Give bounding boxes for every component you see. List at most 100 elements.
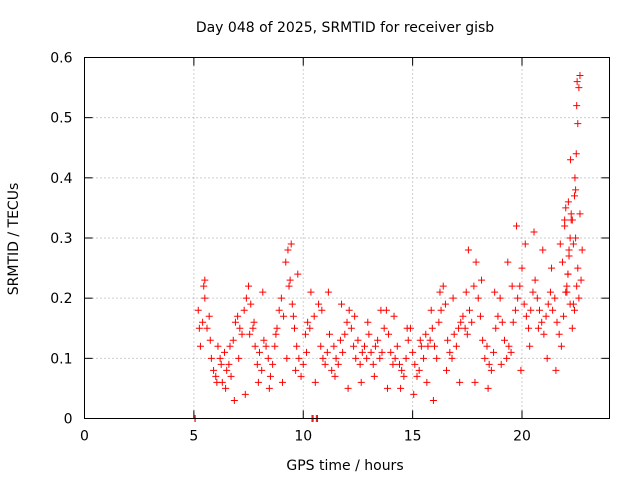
data-point (503, 354, 511, 362)
data-point (439, 282, 447, 290)
data-point (498, 318, 506, 326)
data-point (259, 288, 267, 296)
data-point (345, 306, 353, 314)
data-point (374, 336, 382, 344)
data-point (514, 294, 522, 302)
x-tick-label: 20 (513, 429, 531, 445)
data-point (213, 378, 221, 386)
data-point (331, 372, 339, 380)
data-point (576, 210, 584, 218)
data-point (552, 366, 560, 374)
data-point (376, 354, 384, 362)
data-point (539, 246, 547, 254)
data-point (564, 198, 572, 206)
data-point (471, 378, 479, 386)
y-tick-label: 0.4 (50, 171, 72, 187)
data-point (306, 324, 314, 332)
data-point (472, 258, 480, 266)
data-point (569, 300, 577, 308)
x-tick-label: 10 (294, 429, 312, 445)
data-point (249, 324, 257, 332)
data-point (271, 342, 279, 350)
data-point (497, 360, 505, 368)
data-point (479, 336, 487, 344)
data-point (575, 294, 583, 302)
data-point (264, 354, 272, 362)
data-point (275, 306, 283, 314)
data-point (534, 324, 542, 332)
data-point (561, 222, 569, 230)
data-point (436, 288, 444, 296)
data-point (504, 258, 512, 266)
data-point (422, 330, 430, 338)
data-point (246, 330, 254, 338)
data-point (526, 342, 534, 350)
data-point (567, 210, 575, 218)
data-point (491, 288, 499, 296)
data-point (253, 360, 261, 368)
data-point (201, 276, 209, 284)
data-point (301, 330, 309, 338)
data-point (357, 378, 365, 386)
data-point (568, 216, 576, 224)
data-point (429, 396, 437, 404)
data-point (496, 294, 504, 302)
x-axis-label: GPS time / hours (286, 458, 403, 474)
data-point (525, 324, 533, 332)
data-point (292, 366, 300, 374)
data-point (230, 396, 238, 404)
data-point (468, 318, 476, 326)
data-point (280, 312, 288, 320)
data-point (423, 378, 431, 386)
y-axis-label: SRMTID / TECUs (6, 183, 22, 296)
data-point (571, 174, 579, 182)
y-tick-label: 0.3 (50, 231, 72, 247)
data-point (262, 342, 270, 350)
data-point (573, 78, 581, 86)
data-point (448, 354, 456, 362)
data-point (223, 366, 231, 374)
data-point (247, 300, 255, 308)
data-point (334, 360, 342, 368)
x-tick-label: 0 (80, 429, 89, 445)
data-point (269, 360, 277, 368)
data-point (238, 330, 246, 338)
data-point (563, 282, 571, 290)
data-point (485, 360, 493, 368)
data-point (435, 318, 443, 326)
data-point (210, 366, 218, 374)
data-point (214, 342, 222, 350)
data-point (344, 384, 352, 392)
data-point (507, 348, 515, 356)
data-point (474, 294, 482, 302)
data-point (273, 324, 281, 332)
grid (84, 57, 610, 419)
data-point (318, 306, 326, 314)
data-point (351, 312, 359, 320)
data-point (478, 276, 486, 284)
data-point (415, 366, 423, 374)
data-point (367, 348, 375, 356)
data-point (319, 354, 327, 362)
data-point (567, 156, 575, 164)
data-point (291, 324, 298, 332)
data-point (562, 204, 570, 212)
data-point (455, 324, 463, 332)
data-point (324, 288, 332, 296)
data-point (520, 300, 528, 308)
y-tick-label: 0.6 (50, 51, 72, 67)
data-point (481, 354, 489, 362)
data-point (487, 366, 495, 374)
data-point (216, 354, 224, 362)
data-point (433, 354, 441, 362)
data-point (363, 354, 371, 362)
data-point (417, 342, 425, 350)
data-point (484, 384, 492, 392)
data-point (303, 348, 311, 356)
data-point (341, 330, 349, 338)
data-point (272, 330, 280, 338)
data-point (511, 306, 519, 314)
data-point (240, 306, 248, 314)
data-point (235, 354, 243, 362)
data-point (540, 330, 548, 338)
